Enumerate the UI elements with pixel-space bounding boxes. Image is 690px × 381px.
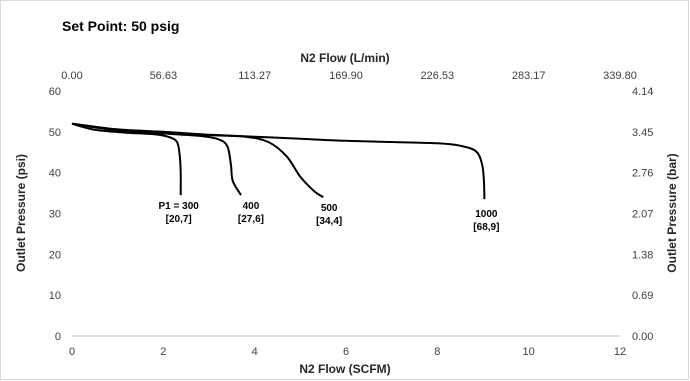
y-tick-label: 50	[49, 127, 61, 139]
series-label: 500 [34,4]	[316, 203, 342, 227]
x-axis-title: N2 Flow (SCFM)	[299, 362, 390, 376]
y2-tick-label: 2.07	[632, 209, 653, 221]
x2-tick-label: 339.80	[603, 70, 637, 82]
x2-tick-label: 56.63	[150, 70, 178, 82]
y-tick-label: 60	[49, 86, 61, 98]
x-tick-label: 2	[160, 346, 166, 358]
series-label: 1000 [68,9]	[473, 209, 499, 233]
x2-tick-label: 226.53	[421, 70, 455, 82]
y-tick-label: 0	[55, 331, 61, 343]
series-label: P1 = 300 [20,7]	[159, 201, 200, 225]
x2-tick-label: 169.90	[329, 70, 363, 82]
x2-axis-title: N2 Flow (L/min)	[300, 51, 389, 65]
y-tick-label: 30	[49, 209, 61, 221]
y2-axis-title: Outlet Pressure (bar)	[665, 153, 679, 272]
x-tick-label: 10	[523, 346, 535, 358]
y2-tick-label: 2.76	[632, 168, 653, 180]
tick-labels: 0 2 4 6 8 10 12 0.00 56.63 113.27 169.90 226.53 283.…	[49, 70, 654, 358]
series-label-line: 1000	[475, 209, 498, 220]
x2-tick-label: 113.27	[238, 70, 271, 82]
curve-labels: P1 = 300 [20,7] 400 [27,6] 500 [34,4] 1000 [68,…	[159, 201, 500, 233]
y2-tick-label: 3.45	[632, 127, 653, 139]
x-tick-label: 4	[252, 346, 258, 358]
x2-tick-label: 0.00	[61, 70, 82, 82]
series-label-line: P1 = 300	[159, 201, 200, 212]
curves	[71, 122, 486, 200]
y-tick-label: 10	[49, 290, 61, 302]
chart-title: Set Point: 50 psig	[62, 18, 179, 34]
y2-tick-label: 0.69	[632, 290, 653, 302]
series-line	[71, 122, 182, 196]
series-label-line: 500	[321, 203, 338, 214]
y-axis-title: Outlet Pressure (psi)	[14, 154, 28, 272]
series-label-line: [34,4]	[316, 216, 342, 227]
y2-tick-label: 1.38	[632, 249, 653, 261]
series-label-line: [68,9]	[473, 222, 499, 233]
y2-tick-label: 4.14	[632, 86, 653, 98]
x-tick-label: 6	[343, 346, 349, 358]
x-tick-label: 8	[434, 346, 440, 358]
series-label-line: [27,6]	[238, 214, 264, 225]
series-label-line: 400	[243, 201, 260, 212]
x-tick-label: 12	[614, 346, 626, 358]
series-line	[71, 122, 486, 200]
x2-tick-label: 283.17	[512, 70, 546, 82]
series-label: 400 [27,6]	[238, 201, 264, 225]
y-tick-label: 40	[49, 168, 61, 180]
series-label-line: [20,7]	[166, 214, 192, 225]
y2-tick-label: 0.00	[632, 331, 653, 343]
y-tick-label: 20	[49, 249, 61, 261]
x-tick-label: 0	[69, 346, 75, 358]
